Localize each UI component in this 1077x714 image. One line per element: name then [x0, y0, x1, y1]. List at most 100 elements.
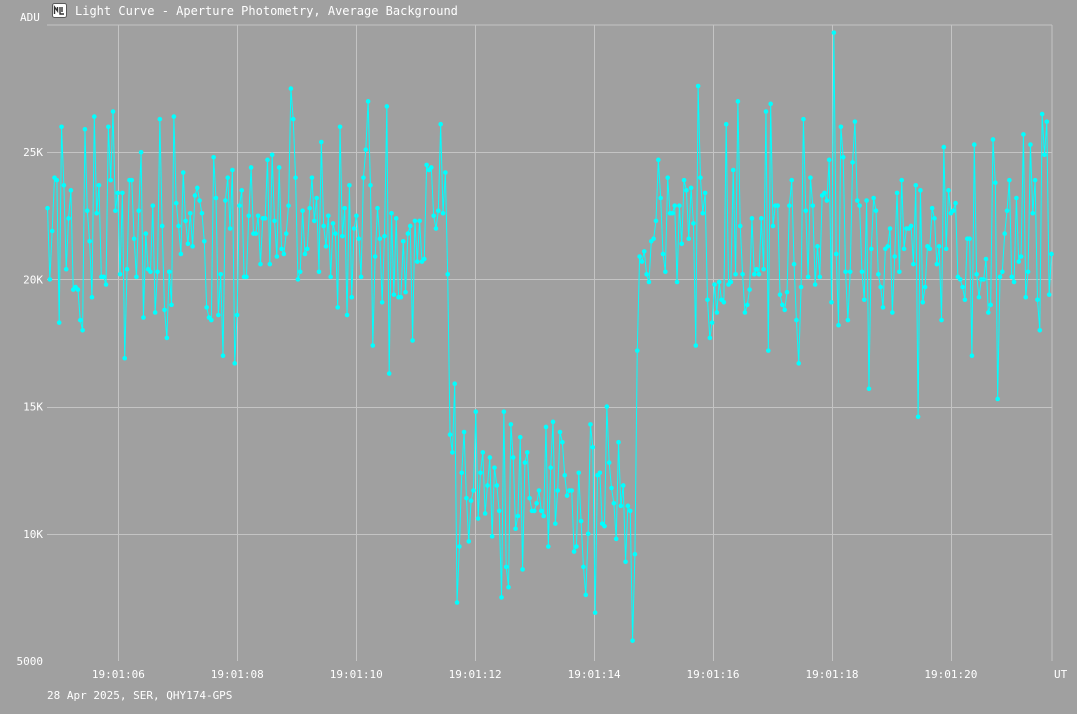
- data-point: [534, 500, 539, 506]
- data-point: [351, 226, 357, 231]
- data-point: [457, 544, 462, 549]
- data-point: [1004, 208, 1010, 214]
- data-point: [892, 254, 897, 259]
- data-point: [239, 188, 245, 193]
- data-point: [155, 269, 160, 275]
- data-point: [1000, 269, 1005, 275]
- data-point: [485, 483, 490, 488]
- data-point: [506, 584, 511, 590]
- data-point: [403, 289, 408, 295]
- data-point: [49, 228, 55, 234]
- data-point: [347, 182, 352, 188]
- data-point: [262, 216, 268, 221]
- data-point: [503, 564, 509, 570]
- data-point: [775, 203, 780, 208]
- data-point: [45, 205, 50, 211]
- data-point: [824, 198, 830, 203]
- data-point: [283, 231, 289, 236]
- data-point: [272, 218, 277, 224]
- data-point: [581, 564, 586, 570]
- data-point: [911, 261, 916, 267]
- y-axis-ticks: 5000 10K 15K 20K 25K: [17, 146, 44, 668]
- y-tick-label: 5000: [17, 655, 44, 668]
- data-point: [138, 149, 144, 155]
- data-point: [756, 272, 762, 277]
- data-point: [714, 310, 720, 315]
- data-point: [555, 488, 560, 493]
- data-point: [136, 208, 142, 214]
- data-point: [106, 124, 111, 130]
- data-point: [602, 523, 607, 529]
- data-point: [974, 272, 979, 277]
- data-point: [1039, 111, 1045, 117]
- data-point: [637, 254, 642, 259]
- data-point: [866, 386, 872, 392]
- data-point: [864, 198, 869, 203]
- data-point: [890, 310, 895, 315]
- x-tick-label: 19:01:18: [805, 668, 858, 681]
- data-point: [670, 210, 675, 216]
- data-point: [237, 203, 242, 208]
- data-series: [45, 30, 1054, 643]
- data-point: [688, 185, 694, 191]
- data-point: [494, 483, 500, 488]
- data-point: [183, 218, 188, 224]
- data-point: [644, 272, 649, 277]
- data-point: [583, 592, 589, 598]
- data-point: [410, 338, 415, 343]
- data-point: [124, 266, 130, 272]
- data-point: [908, 223, 914, 229]
- x-tick-label: 19:01:16: [687, 668, 740, 681]
- data-point: [922, 284, 928, 290]
- data-point: [557, 429, 563, 435]
- data-point: [641, 249, 647, 254]
- data-point: [108, 177, 113, 183]
- data-point: [157, 116, 163, 122]
- data-point: [295, 277, 301, 282]
- data-point: [323, 244, 329, 249]
- data-point: [833, 251, 839, 257]
- data-point: [363, 147, 369, 152]
- data-point: [815, 244, 820, 249]
- data-point: [1030, 210, 1036, 216]
- data-point: [681, 177, 687, 183]
- data-point: [829, 300, 834, 305]
- data-point: [946, 188, 951, 193]
- data-point: [433, 226, 439, 231]
- data-point: [159, 223, 165, 229]
- data-point: [686, 236, 692, 241]
- data-point: [885, 244, 890, 249]
- data-point: [499, 595, 504, 600]
- data-point: [808, 175, 813, 180]
- data-point: [960, 284, 965, 290]
- data-point: [330, 221, 336, 226]
- data-point: [164, 335, 170, 341]
- data-point: [115, 190, 121, 196]
- data-point: [368, 182, 373, 188]
- data-point: [543, 424, 549, 430]
- data-point: [319, 139, 324, 145]
- data-point: [269, 152, 275, 158]
- data-point: [279, 246, 284, 252]
- light-curve-app-icon[interactable]: [52, 3, 67, 18]
- data-point: [606, 460, 612, 465]
- data-point: [202, 238, 207, 244]
- data-point: [358, 274, 364, 280]
- x-tick-label: 19:01:08: [211, 668, 264, 681]
- data-point: [421, 256, 427, 262]
- data-point: [616, 439, 621, 445]
- data-point: [871, 195, 876, 201]
- data-point: [56, 320, 62, 325]
- data-point: [836, 322, 841, 328]
- data-point: [192, 193, 198, 198]
- data-point: [1035, 297, 1040, 303]
- data-point: [627, 508, 633, 514]
- data-point: [810, 203, 816, 208]
- data-point: [539, 508, 544, 514]
- data-point: [344, 312, 350, 318]
- data-point: [265, 157, 270, 163]
- data-point: [976, 294, 982, 300]
- data-point: [489, 534, 495, 539]
- data-point: [831, 30, 837, 35]
